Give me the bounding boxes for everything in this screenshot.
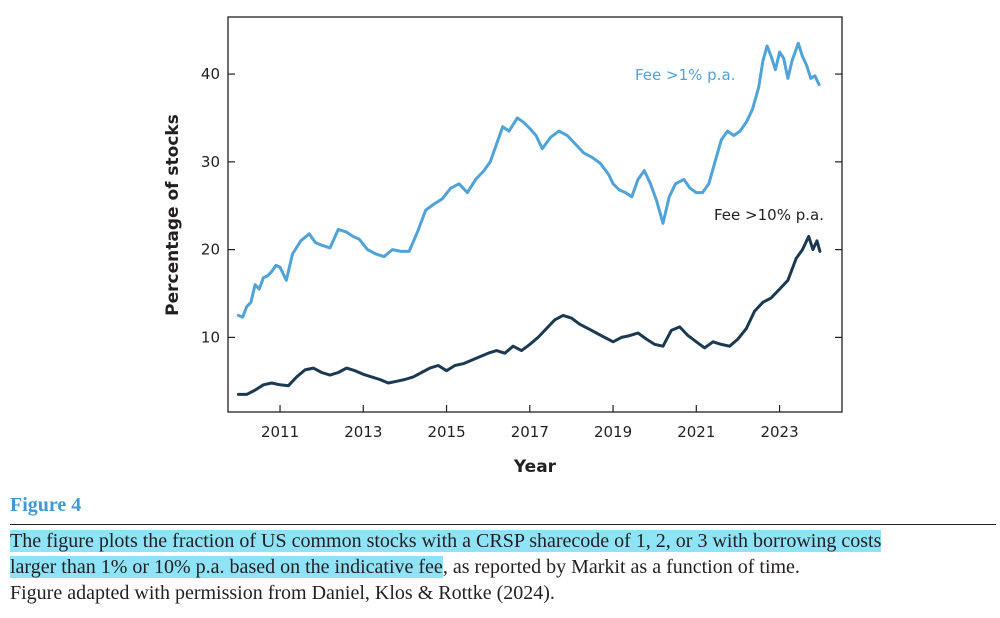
- caption-line-3: Figure adapted with permission from Dani…: [10, 582, 555, 604]
- x-tick-label-2023: 2023: [760, 423, 798, 441]
- caption-line-1: The figure plots the fraction of US comm…: [10, 530, 882, 552]
- series-label-fee-1pct: Fee >1% p.a.: [635, 66, 735, 84]
- figure-label: Figure 4: [10, 494, 82, 516]
- x-tick-label-2019: 2019: [594, 423, 632, 441]
- series-layer: [236, 41, 822, 396]
- x-tick-label-2011: 2011: [261, 423, 299, 441]
- x-tick-label-2021: 2021: [677, 423, 715, 441]
- plot-frame: [227, 16, 843, 413]
- y-tick-label-20: 20: [201, 241, 220, 259]
- series-label-fee-10pct: Fee >10% p.a.: [714, 206, 824, 224]
- y-tick-label-30: 30: [201, 153, 220, 171]
- caption-line-2-rest: , as reported by Markit as a function of…: [442, 556, 800, 578]
- y-tick-label-40: 40: [201, 65, 220, 83]
- caption-rule: [10, 524, 996, 525]
- y-tick-label-10: 10: [201, 328, 220, 346]
- y-axis-title: Percentage of stocks: [163, 114, 183, 316]
- x-axis: 2011 2013 2015 2017 2019 2021 2023: [261, 405, 799, 441]
- x-tick-label-2017: 2017: [511, 423, 549, 441]
- x-tick-label-2013: 2013: [344, 423, 382, 441]
- x-axis-title: Year: [513, 457, 557, 477]
- series-line-1: [236, 234, 822, 396]
- figure-caption: The figure plots the fraction of US comm…: [10, 528, 1000, 606]
- y-axis: 10 20 30 40: [201, 65, 842, 346]
- x-tick-label-2015: 2015: [427, 423, 465, 441]
- line-chart: 2011 2013 2015 2017 2019 2021 2023 10 20 30 40 Fe…: [163, 16, 843, 477]
- series-line-0: [236, 41, 821, 319]
- caption-line-2-highlighted: larger than 1% or 10% p.a. based on the …: [10, 556, 443, 578]
